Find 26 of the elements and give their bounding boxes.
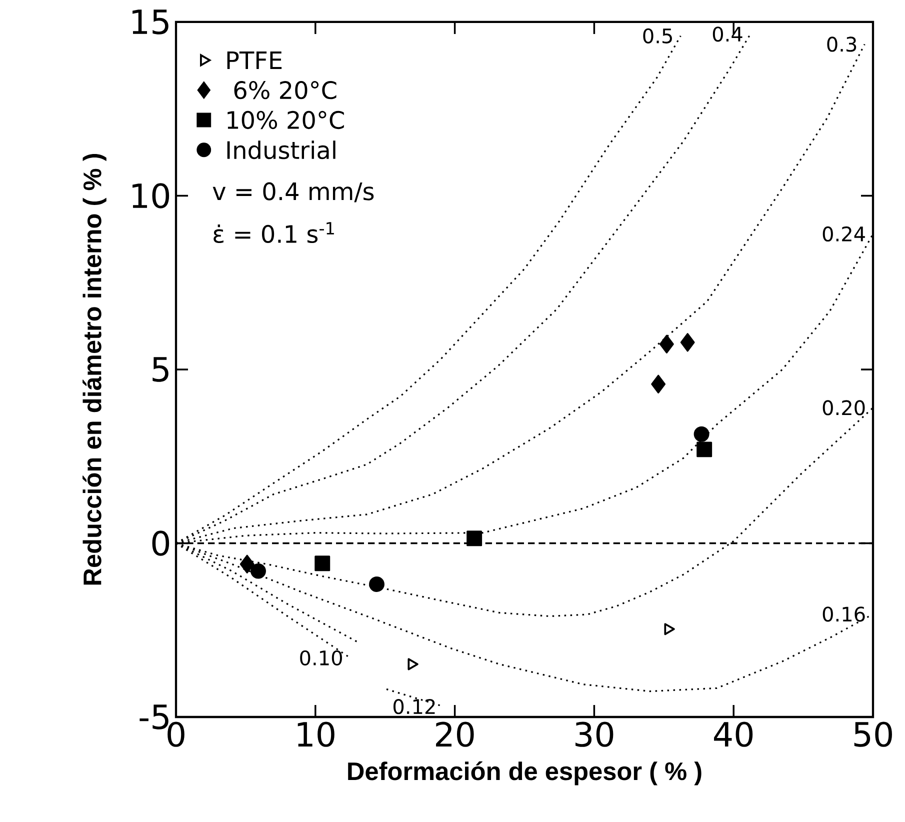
y-tick-label: 0 <box>152 530 170 556</box>
x-axis-title: Deformación de espesor ( % ) <box>348 761 702 786</box>
series-label: 0.24 <box>822 226 865 242</box>
legend-label: 10% 20°C <box>228 110 344 130</box>
x-tick-label: 40 <box>714 722 753 747</box>
annotation: ε̇ = 0.1 s$^{-1}$ <box>214 222 334 244</box>
y-tick-label: 10 <box>132 183 170 208</box>
y-tick-label: 15 <box>132 10 168 34</box>
x-tick-label: 50 <box>854 722 892 747</box>
y-tick-label: 5 <box>152 357 168 382</box>
series-label: 0.12 <box>394 699 435 714</box>
legend-label: Industrial <box>227 140 336 160</box>
legend-label: PTFE <box>227 51 282 69</box>
series-label: 0.16 <box>822 606 865 622</box>
legend-label: 6% 20°C <box>234 81 336 100</box>
x-tick-label: 30 <box>576 722 614 747</box>
series-label: 0.10 <box>300 650 342 666</box>
annotation: v = 0.4 mm/s <box>212 182 374 202</box>
y-axis-title: Reducción en diámetro interno ( % ) <box>82 154 106 585</box>
series-label: 0.4 <box>712 26 742 42</box>
series-label: 0.20 <box>822 400 865 416</box>
series-label: 0.3 <box>827 36 856 52</box>
x-tick-label: 20 <box>436 722 474 747</box>
series-label: 0.5 <box>643 28 672 44</box>
x-tick-label: 10 <box>298 722 334 747</box>
y-tick-label: -5 <box>140 704 168 730</box>
